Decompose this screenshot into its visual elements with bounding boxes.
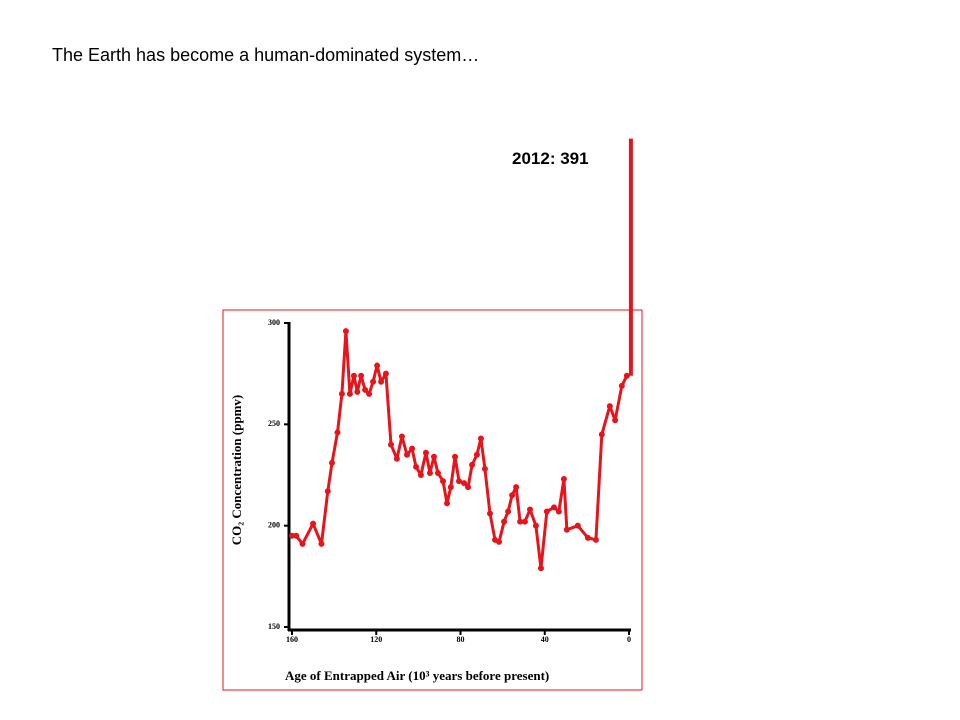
data-point <box>434 469 441 476</box>
data-point <box>486 510 493 517</box>
data-point <box>417 472 424 478</box>
data-point <box>422 449 429 456</box>
data-point <box>560 476 567 483</box>
data-point <box>289 532 295 539</box>
annotation: 2012: 391 <box>512 149 589 168</box>
data-point <box>618 382 625 389</box>
x-tick-label: 40 <box>541 635 549 644</box>
data-point <box>318 540 325 547</box>
data-point <box>574 522 581 529</box>
x-tick-label: 160 <box>286 635 298 644</box>
data-point <box>469 461 476 468</box>
data-point <box>473 451 480 458</box>
data-point <box>430 453 437 460</box>
data-point <box>606 403 613 410</box>
data-point <box>387 441 394 448</box>
data-point <box>293 532 300 539</box>
data-point <box>370 378 377 385</box>
data-point <box>496 538 503 545</box>
data-point <box>543 508 550 515</box>
data-point <box>334 429 341 436</box>
data-point <box>440 478 447 485</box>
data-point <box>354 388 361 395</box>
data-point <box>393 455 400 462</box>
data-point <box>623 372 630 379</box>
data-point <box>366 390 373 397</box>
y-tick-label: 200 <box>268 520 280 529</box>
x-axis-title: Age of Entrapped Air (10³ years before p… <box>285 668 549 683</box>
data-point <box>532 522 539 529</box>
data-point <box>592 536 599 543</box>
data-point <box>584 534 591 541</box>
data-point <box>513 484 520 491</box>
data-point <box>382 370 389 377</box>
slide-title: The Earth has become a human-dominated s… <box>52 45 479 65</box>
data-point <box>477 435 484 442</box>
data-point <box>444 500 451 507</box>
data-point <box>517 518 524 525</box>
data-point <box>329 459 336 466</box>
chart-frame <box>222 309 643 691</box>
data-point <box>461 480 468 487</box>
data-point <box>501 518 508 525</box>
data-point <box>310 520 317 527</box>
data-point <box>452 453 459 460</box>
data-point <box>426 469 433 476</box>
data-point <box>338 390 345 397</box>
data-point <box>346 390 353 397</box>
data-point <box>563 526 570 533</box>
data-point <box>481 465 488 472</box>
data-point <box>374 362 381 369</box>
data-point <box>378 378 385 385</box>
data-point <box>521 518 528 525</box>
data-point <box>465 484 472 491</box>
data-point <box>509 492 516 499</box>
data-point <box>404 451 411 458</box>
data-point <box>505 508 512 515</box>
data-point <box>362 386 369 393</box>
data-point <box>350 372 357 379</box>
x-tick-label: 0 <box>627 635 631 644</box>
data-point <box>299 540 306 547</box>
data-point <box>551 504 558 511</box>
x-tick-label: 80 <box>457 635 465 644</box>
y-tick-label: 150 <box>268 622 280 631</box>
data-point <box>409 445 416 452</box>
data-point <box>537 565 544 572</box>
data-point <box>598 431 605 438</box>
data-point <box>612 417 619 424</box>
y-tick-label: 300 <box>268 318 280 327</box>
y-tick-label: 250 <box>268 419 280 428</box>
y-axis-title: CO₂ Concentration (ppmv) <box>229 395 244 546</box>
data-point <box>324 488 331 495</box>
data-point <box>342 328 349 335</box>
data-point <box>456 478 463 485</box>
data-point <box>358 372 365 379</box>
data-point <box>527 506 534 513</box>
data-line <box>292 329 629 570</box>
data-point <box>413 463 420 470</box>
data-point <box>555 508 562 515</box>
data-point <box>398 433 405 440</box>
data-point <box>447 484 454 491</box>
x-tick-label: 120 <box>370 635 382 644</box>
